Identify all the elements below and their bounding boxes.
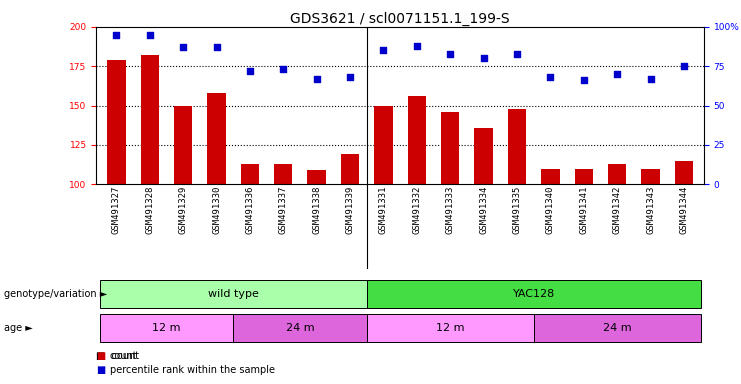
Text: 24 m: 24 m	[603, 323, 631, 333]
Point	[545, 74, 556, 80]
Text: GSM491344: GSM491344	[679, 186, 688, 234]
Point	[611, 71, 623, 77]
Bar	[141, 55, 159, 184]
FancyBboxPatch shape	[534, 314, 700, 342]
Point	[645, 76, 657, 82]
Text: GSM491328: GSM491328	[145, 186, 154, 234]
Bar	[474, 127, 493, 184]
FancyBboxPatch shape	[367, 314, 534, 342]
Point	[277, 66, 289, 73]
Bar	[341, 154, 359, 184]
Bar	[541, 169, 559, 184]
Bar	[241, 164, 259, 184]
Text: 24 m: 24 m	[286, 323, 314, 333]
Point	[344, 74, 356, 80]
Bar	[274, 164, 293, 184]
Text: ■: ■	[96, 365, 105, 375]
Text: GSM491332: GSM491332	[412, 186, 422, 234]
Text: percentile rank within the sample: percentile rank within the sample	[110, 365, 275, 375]
FancyBboxPatch shape	[367, 280, 700, 308]
Text: GSM491342: GSM491342	[613, 186, 622, 234]
Text: age ►: age ►	[4, 323, 33, 333]
Text: wild type: wild type	[207, 289, 259, 299]
FancyBboxPatch shape	[100, 280, 367, 308]
Text: GSM491334: GSM491334	[479, 186, 488, 234]
Text: 12 m: 12 m	[436, 323, 465, 333]
Point	[244, 68, 256, 74]
Text: GSM491338: GSM491338	[312, 186, 321, 234]
Bar	[107, 60, 125, 184]
Bar	[207, 93, 226, 184]
Text: GSM491343: GSM491343	[646, 186, 655, 234]
Title: GDS3621 / scl0071151.1_199-S: GDS3621 / scl0071151.1_199-S	[290, 12, 510, 26]
Bar	[374, 106, 393, 184]
Text: YAC128: YAC128	[513, 289, 555, 299]
Bar	[408, 96, 426, 184]
Text: GSM491337: GSM491337	[279, 186, 288, 234]
Text: GSM491339: GSM491339	[345, 186, 354, 234]
Bar	[174, 106, 193, 184]
Point	[110, 31, 122, 38]
Point	[310, 76, 322, 82]
Text: GSM491340: GSM491340	[546, 186, 555, 234]
Bar	[574, 169, 593, 184]
Bar	[308, 170, 326, 184]
Point	[578, 77, 590, 83]
Text: GSM491335: GSM491335	[513, 186, 522, 234]
Bar	[508, 109, 526, 184]
Text: GSM491333: GSM491333	[446, 186, 455, 234]
Text: ■: ■	[96, 351, 105, 361]
Point	[445, 51, 456, 57]
Point	[177, 44, 189, 50]
Text: GSM491327: GSM491327	[112, 186, 121, 234]
Text: genotype/variation ►: genotype/variation ►	[4, 289, 107, 299]
FancyBboxPatch shape	[100, 314, 233, 342]
Bar	[441, 112, 459, 184]
FancyBboxPatch shape	[233, 314, 367, 342]
Point	[377, 47, 389, 53]
Text: GSM491341: GSM491341	[579, 186, 588, 234]
Point	[144, 31, 156, 38]
Point	[210, 44, 222, 50]
Text: 12 m: 12 m	[152, 323, 181, 333]
Text: count: count	[110, 351, 137, 361]
Point	[511, 51, 523, 57]
Point	[678, 63, 690, 70]
Text: GSM491336: GSM491336	[245, 186, 254, 234]
Bar	[608, 164, 626, 184]
Text: GSM491329: GSM491329	[179, 186, 187, 234]
Bar	[642, 169, 659, 184]
Point	[411, 43, 423, 49]
Bar	[675, 161, 693, 184]
Text: ■  count: ■ count	[96, 351, 139, 361]
Text: GSM491331: GSM491331	[379, 186, 388, 234]
Point	[478, 55, 490, 61]
Text: GSM491330: GSM491330	[212, 186, 221, 234]
